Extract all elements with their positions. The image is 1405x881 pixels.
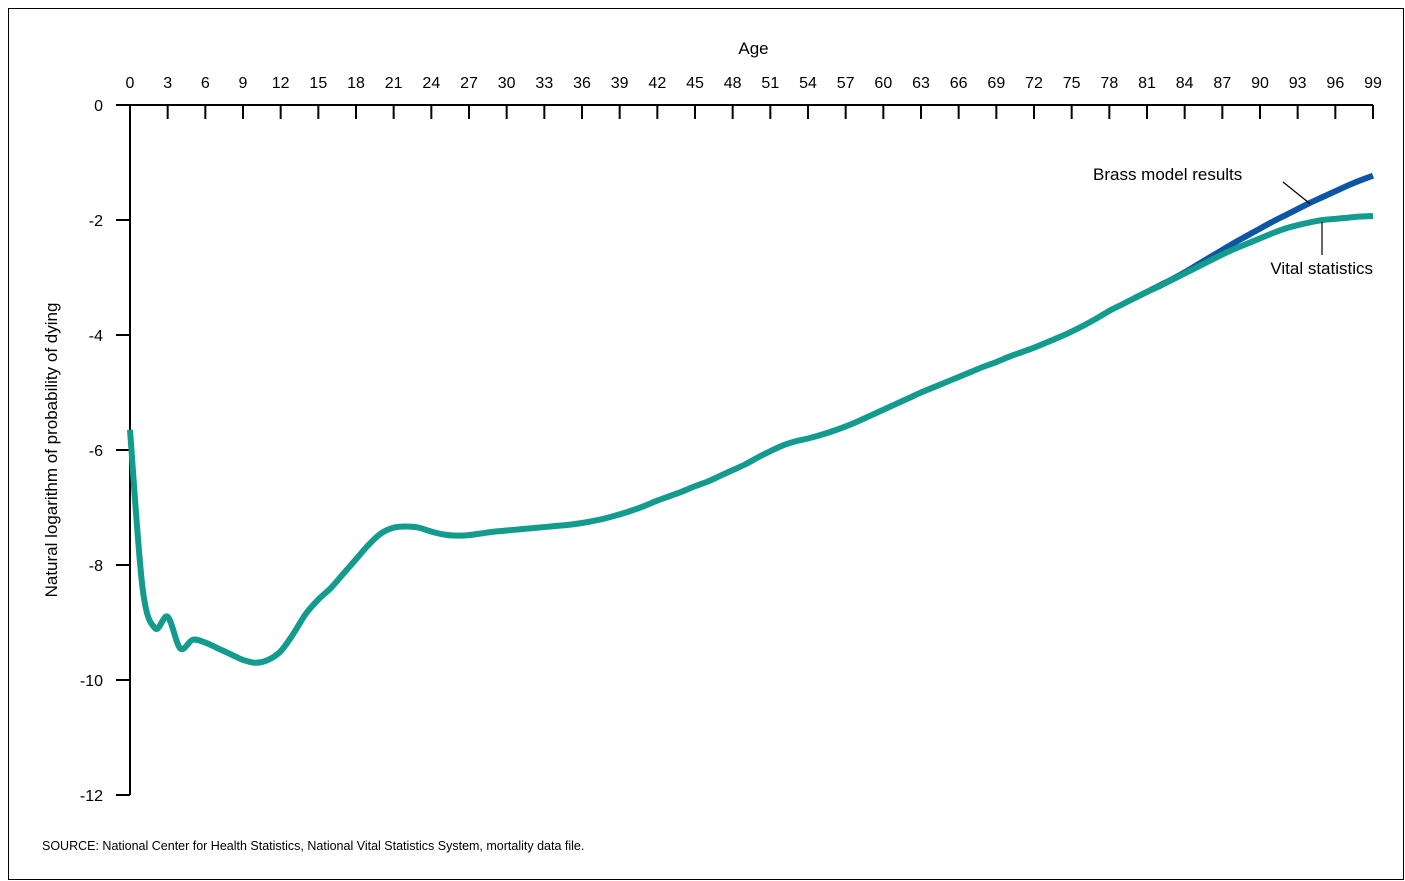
y-tick-label: -10: [80, 673, 103, 690]
x-tick-label: 30: [498, 75, 516, 92]
series-layer: [127, 172, 1375, 666]
x-tick-label: 9: [239, 75, 248, 92]
x-tick-label: 39: [611, 75, 629, 92]
x-tick-label: 54: [799, 75, 817, 92]
x-tick-label: 81: [1138, 75, 1156, 92]
annotation-brass-model-results: Brass model results: [1093, 165, 1242, 184]
x-tick-label: 96: [1326, 75, 1344, 92]
y-tick-label: -8: [89, 558, 103, 575]
y-tick-label: -6: [89, 443, 103, 460]
x-tick-label: 75: [1063, 75, 1081, 92]
x-tick-label: 84: [1176, 75, 1194, 92]
x-tick-label: 21: [385, 75, 403, 92]
x-tick-label: 3: [163, 75, 172, 92]
x-tick-label: 93: [1289, 75, 1307, 92]
x-tick-label: 36: [573, 75, 591, 92]
y-axis: 0 -2 -4 -6 -8 -10 -12: [80, 98, 131, 805]
y-tick-label: -12: [80, 788, 103, 805]
y-tick-label: 0: [94, 98, 103, 115]
x-tick-label: 12: [272, 75, 290, 92]
x-tick-label: 45: [686, 75, 704, 92]
annotation-vital-statistics: Vital statistics: [1270, 259, 1373, 278]
x-tick-label: 27: [460, 75, 478, 92]
x-tick-label: 90: [1251, 75, 1269, 92]
annotation-brass-leader-line: [1282, 181, 1311, 205]
x-tick-label: 42: [648, 75, 666, 92]
x-tick-label: 15: [309, 75, 327, 92]
x-tick-label: 99: [1364, 75, 1382, 92]
y-axis-title: Natural logarithm of probability of dyin…: [42, 303, 61, 598]
x-tick-label: 57: [837, 75, 855, 92]
x-tick-label: 60: [874, 75, 892, 92]
chart-frame: [8, 8, 1404, 880]
x-tick-label: 48: [724, 75, 742, 92]
series-line-vital-statistics: [127, 212, 1374, 666]
y-tick-label: -2: [89, 213, 103, 230]
x-tick-label: 51: [761, 75, 779, 92]
x-tick-label: 69: [987, 75, 1005, 92]
x-axis-title: Age: [738, 39, 768, 58]
x-tick-label: 33: [535, 75, 553, 92]
x-tick-label: 24: [422, 75, 440, 92]
x-tick-label: 18: [347, 75, 365, 92]
x-tick-label: 78: [1100, 75, 1118, 92]
x-tick-label: 6: [201, 75, 210, 92]
x-tick-label: 63: [912, 75, 930, 92]
annotations: Brass model results Vital statistics: [1093, 165, 1373, 278]
x-tick-label: 66: [950, 75, 968, 92]
x-tick-label: 72: [1025, 75, 1043, 92]
y-tick-label: -4: [89, 328, 103, 345]
x-tick-label: 0: [126, 75, 135, 92]
x-axis: 0 3 6 9 12 15 18 21 24 27 30 33 36 39 42 45 48 51 54 57 60 63…: [126, 75, 1382, 119]
x-tick-label: 87: [1213, 75, 1231, 92]
source-note: SOURCE: National Center for Health Stati…: [42, 839, 585, 853]
